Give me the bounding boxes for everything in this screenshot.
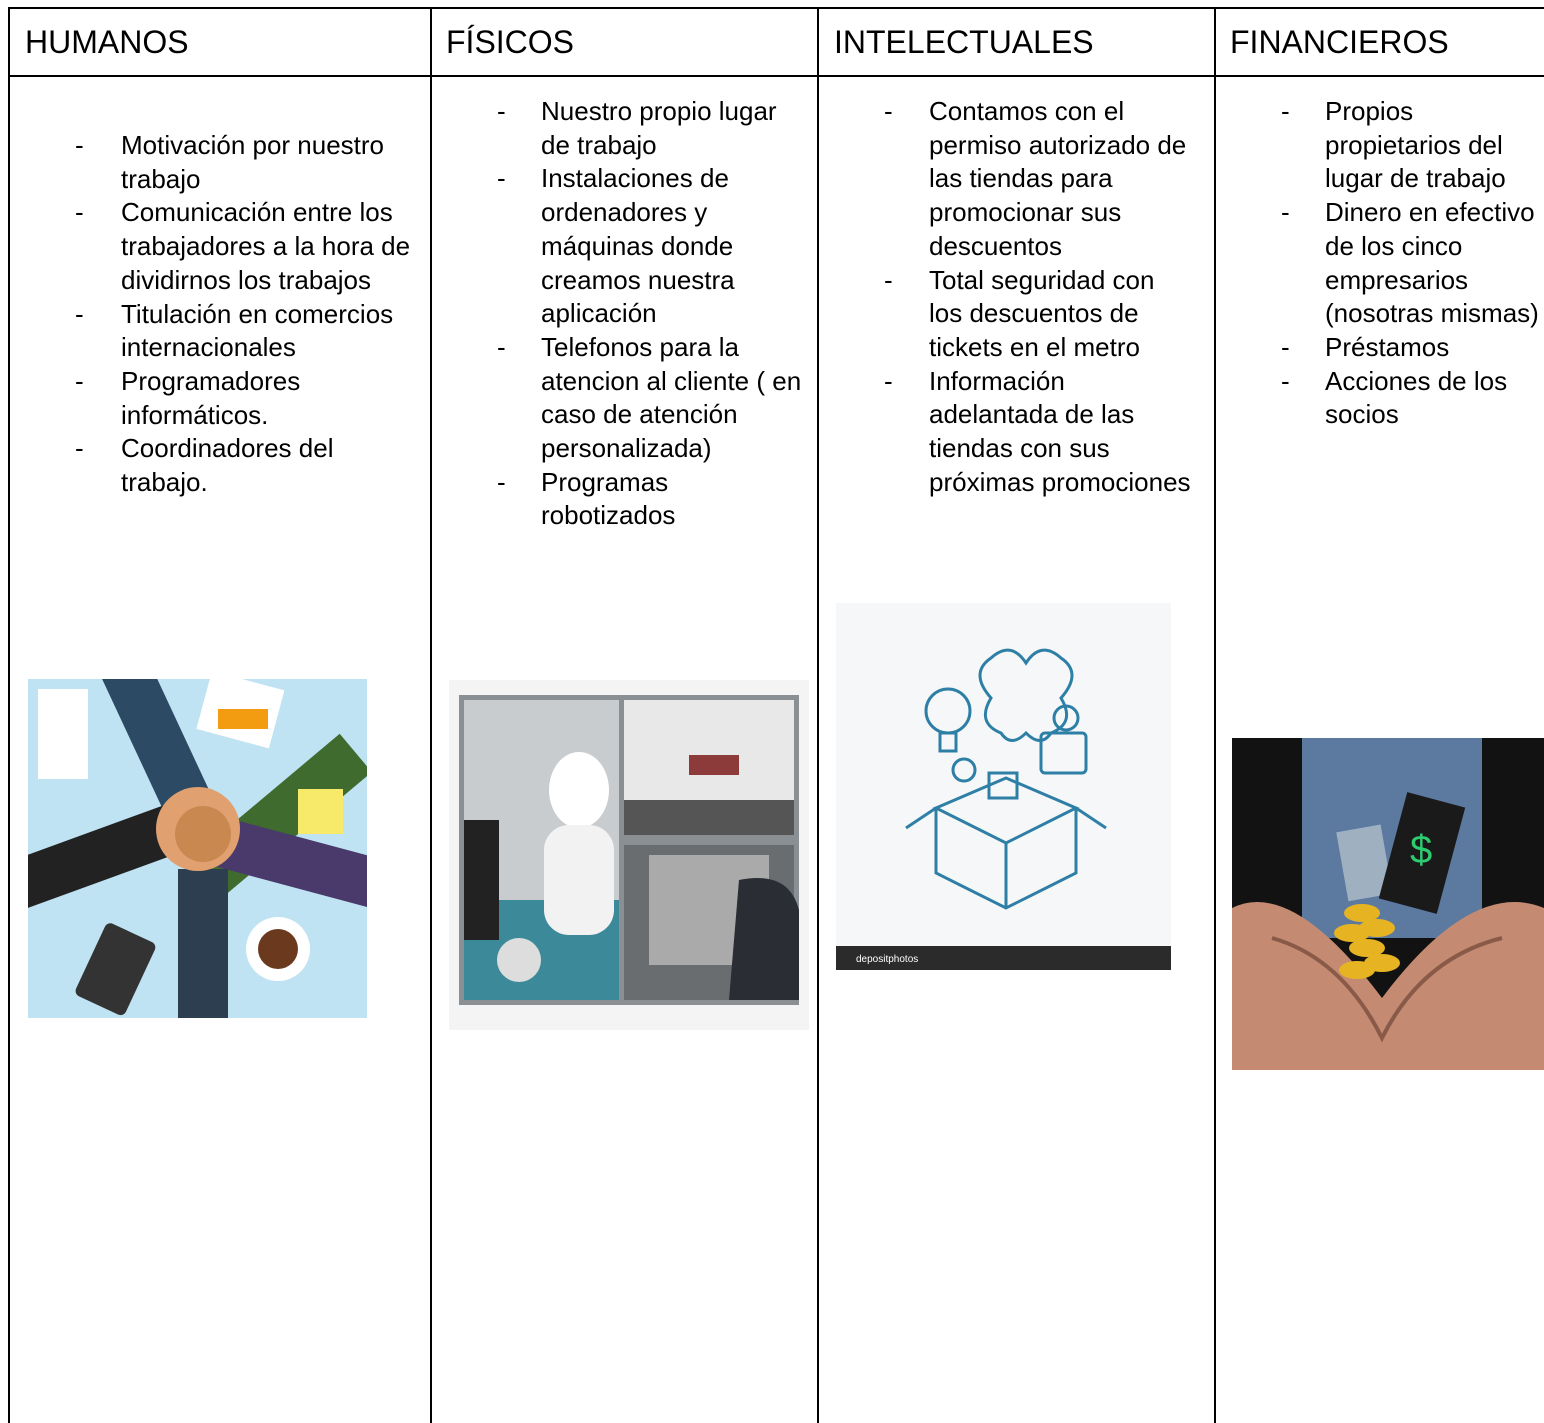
- teamwork-image: [28, 679, 367, 1018]
- ideas-image: depositphotos: [836, 603, 1171, 970]
- item-text: Titulación en comercios internacionales: [121, 298, 394, 363]
- item-text: Préstamos: [1325, 331, 1450, 362]
- list-item: - Dinero en efectivo de los cinco empresa…: [1281, 196, 1540, 331]
- list-item: - Telefonos para la atencion al cliente (…: [497, 331, 809, 466]
- list-item: - Préstamos: [1281, 331, 1540, 365]
- list-item: - Acciones de los socios: [1281, 365, 1540, 432]
- item-text: Comunicación entre los trabajadores a la…: [121, 197, 411, 295]
- bullet: -: [1281, 365, 1290, 396]
- bullet: -: [884, 365, 893, 396]
- bullet: -: [1281, 331, 1290, 362]
- bullet: -: [75, 365, 84, 396]
- list-item: - Propios propietarios del lugar de traba…: [1281, 95, 1540, 196]
- item-text: Telefonos para la atencion al cliente ( …: [541, 331, 802, 464]
- item-text: Coordinadores del trabajo.: [121, 433, 334, 498]
- bullet: -: [1281, 197, 1290, 228]
- border: [430, 7, 432, 1423]
- item-text: Acciones de los socios: [1325, 365, 1508, 430]
- item-text: Información adelantada de las tiendas co…: [929, 365, 1191, 497]
- money-image: $: [1232, 738, 1544, 1070]
- item-text: Contamos con el permiso autorizado de la…: [929, 96, 1187, 261]
- list-item: - Total seguridad con los descuentos de t…: [884, 264, 1191, 365]
- item-text: Propios propietarios del lugar de trabaj…: [1325, 96, 1506, 194]
- list-item: - Motivación por nuestro trabajo: [75, 129, 416, 196]
- list-item: - Información adelantada de las tiendas c…: [884, 365, 1191, 500]
- item-text: Motivación por nuestro trabajo: [121, 130, 385, 194]
- column-header: INTELECTUALES: [834, 24, 1094, 60]
- bullet: -: [1281, 96, 1290, 126]
- bullet: -: [497, 96, 506, 126]
- bullet: -: [884, 96, 893, 126]
- bullet: -: [497, 331, 506, 362]
- office-image: [449, 680, 809, 1030]
- item-text: Dinero en efectivo de los cinco empresar…: [1325, 197, 1539, 329]
- bullet: -: [497, 466, 506, 497]
- item-text: Programadores informáticos.: [121, 365, 301, 430]
- item-text: Total seguridad con los descuentos de ti…: [929, 264, 1155, 362]
- border: [8, 7, 10, 1423]
- bullet: -: [75, 298, 84, 329]
- bullet-list: - Nuestro propio lugar de trabajo - Instala…: [497, 95, 809, 533]
- list-item: - Coordinadores del trabajo.: [75, 432, 416, 499]
- border: [1214, 7, 1216, 1423]
- list-item: - Contamos con el permiso autorizado de l…: [884, 95, 1191, 264]
- border: [8, 7, 1544, 9]
- column-header: FÍSICOS: [446, 24, 575, 60]
- bullet-list: - Motivación por nuestro trabajo - Comunica…: [75, 129, 416, 500]
- item-text: Programas robotizados: [541, 466, 676, 531]
- list-item: - Programas robotizados: [497, 466, 809, 533]
- bullet: -: [497, 163, 506, 194]
- bullet-list: - Contamos con el permiso autorizado de l…: [884, 95, 1191, 500]
- bullet: -: [75, 197, 84, 228]
- list-item: - Programadores informáticos.: [75, 365, 416, 432]
- list-item: - Titulación en comercios internacionales: [75, 298, 416, 365]
- icon: $: [1410, 828, 1432, 872]
- watermark: depositphotos: [856, 954, 918, 965]
- column-header: HUMANOS: [25, 24, 189, 60]
- border: [817, 7, 819, 1423]
- list-item: - Instalaciones de ordenadores y máquinas…: [497, 162, 809, 331]
- bullet: -: [884, 264, 893, 295]
- column-header: FINANCIEROS: [1230, 24, 1449, 60]
- list-item: - Comunicación entre los trabajadores a l…: [75, 196, 416, 297]
- item-text: Nuestro propio lugar de trabajo: [541, 96, 777, 160]
- bullet: -: [75, 433, 84, 464]
- bullet-list: - Propios propietarios del lugar de traba…: [1281, 95, 1540, 432]
- bullet: -: [75, 130, 84, 160]
- border: [8, 75, 1544, 77]
- item-text: Instalaciones de ordenadores y máquinas …: [541, 163, 735, 329]
- list-item: - Nuestro propio lugar de trabajo: [497, 95, 809, 162]
